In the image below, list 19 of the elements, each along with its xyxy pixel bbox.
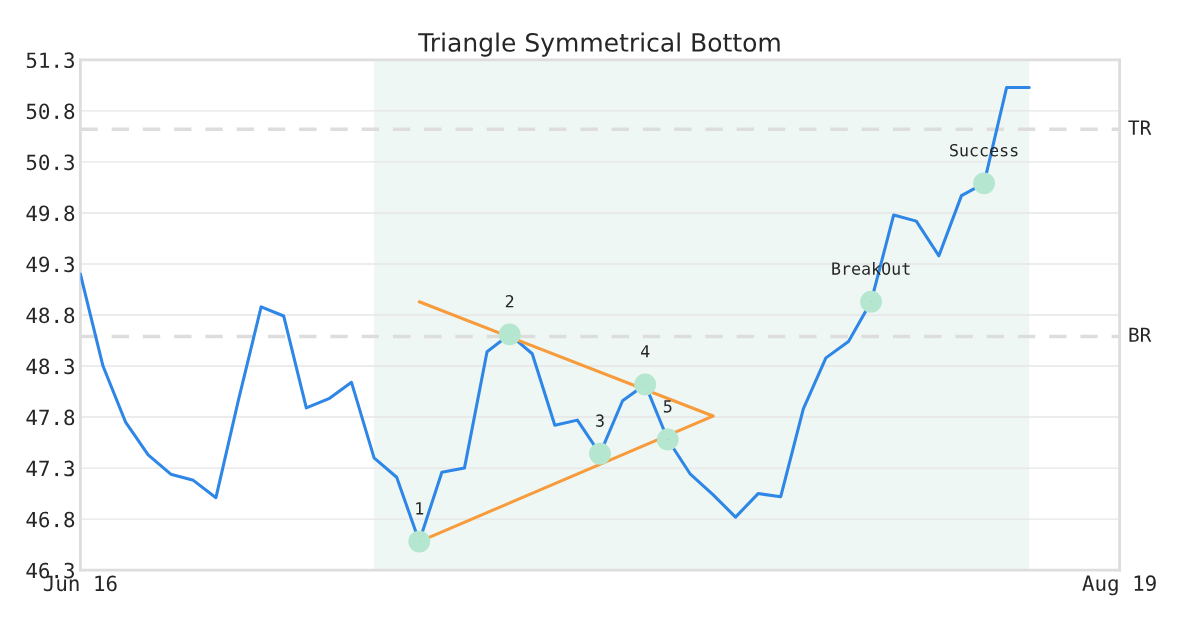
ref-line-label: TR [1128,120,1152,135]
ref-line-label: BR [1129,327,1152,342]
annotation: 5 [663,400,672,413]
y-tick-label: 49.8 [26,205,75,222]
chart-title: Triangle Symmetrical Bottom [418,32,780,57]
y-tick-label: 51.3 [26,52,74,69]
y-tick-label: 50.8 [26,103,75,120]
y-tick-label: 46.8 [26,511,75,528]
annotation: 2 [505,294,514,308]
annotation: 1 [416,502,424,515]
annotation: 4 [641,345,650,358]
y-tick-label: 48.3 [26,358,74,375]
y-tick-label: 47.3 [26,460,74,477]
x-tick-label: Aug 19 [1082,575,1156,596]
y-tick-label: 49.3 [26,256,74,273]
annotation: 3 [596,414,604,427]
y-tick-label: 48.8 [26,307,75,324]
y-tick-label: 47.8 [26,409,75,426]
y-tick-label: 50.3 [26,154,74,171]
